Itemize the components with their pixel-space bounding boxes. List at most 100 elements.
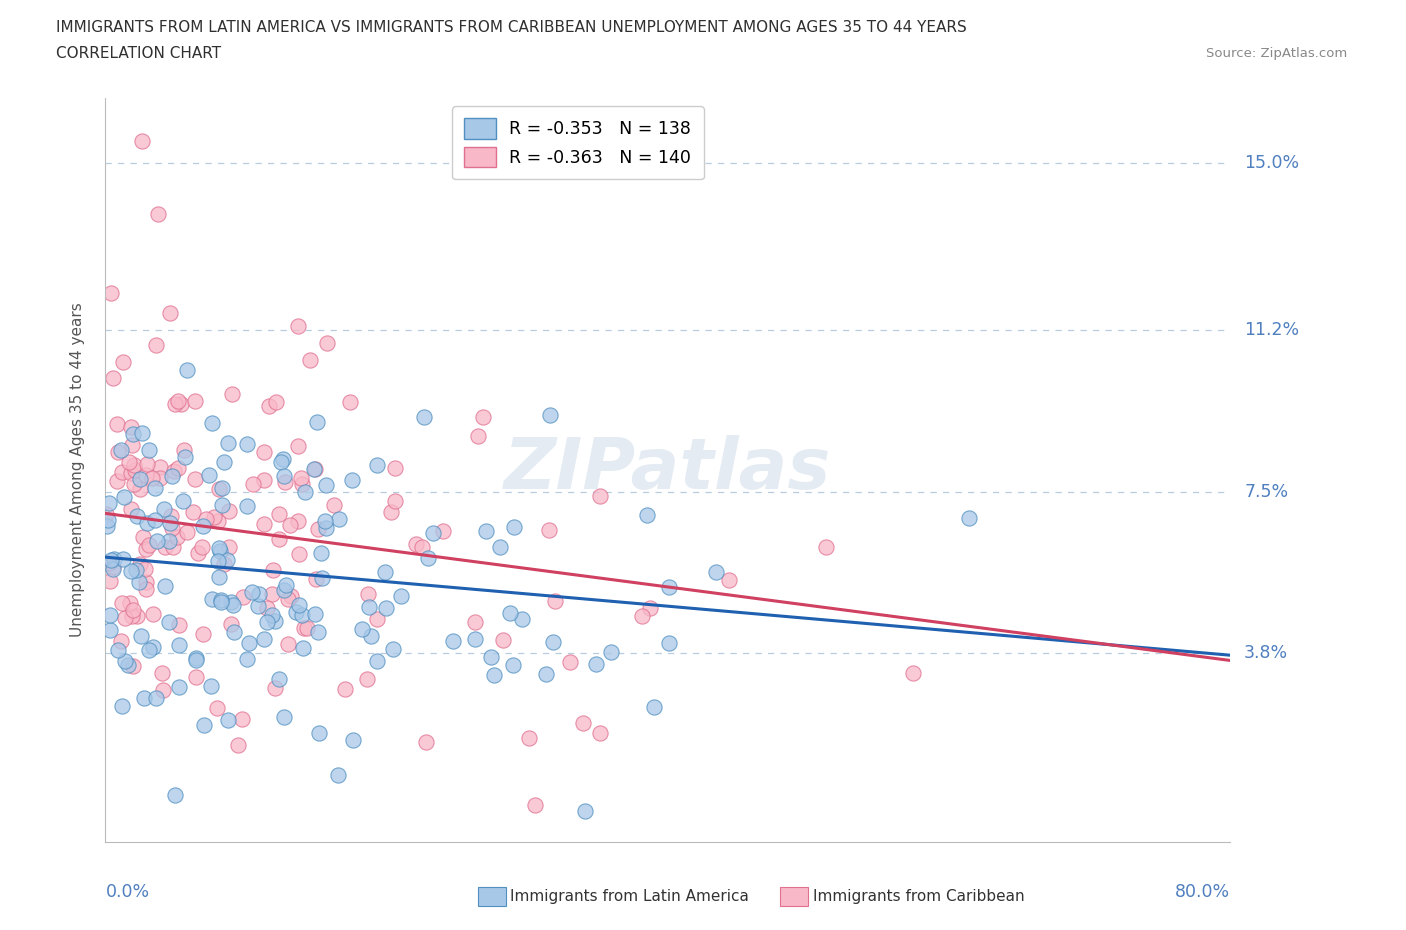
- Point: [138, 643, 160, 658]
- Point: [120, 419, 142, 434]
- Point: [384, 461, 406, 476]
- Point: [280, 589, 302, 604]
- Point: [571, 715, 593, 730]
- Text: Immigrants from Latin America: Immigrants from Latin America: [510, 889, 749, 904]
- Point: [221, 387, 243, 402]
- Point: [311, 570, 333, 585]
- Point: [322, 498, 344, 512]
- Point: [285, 604, 308, 619]
- Point: [103, 552, 125, 567]
- Point: [631, 608, 654, 623]
- Point: [314, 513, 336, 528]
- Point: [184, 670, 207, 684]
- Point: [308, 726, 330, 741]
- Point: [122, 659, 145, 674]
- Point: [638, 601, 661, 616]
- Point: [471, 409, 494, 424]
- Point: [636, 508, 658, 523]
- Point: [101, 370, 124, 385]
- Point: [484, 668, 506, 683]
- Point: [291, 608, 314, 623]
- Point: [262, 563, 284, 578]
- Point: [111, 464, 134, 479]
- Point: [167, 618, 190, 632]
- Point: [384, 493, 406, 508]
- Point: [207, 513, 229, 528]
- Point: [405, 537, 427, 551]
- Point: [149, 471, 172, 485]
- Point: [267, 532, 290, 547]
- Point: [280, 518, 302, 533]
- Point: [558, 655, 581, 670]
- Point: [326, 767, 349, 782]
- Point: [181, 505, 204, 520]
- Point: [125, 609, 148, 624]
- Point: [96, 519, 118, 534]
- Point: [97, 496, 120, 511]
- Point: [121, 603, 143, 618]
- Point: [118, 596, 141, 611]
- Point: [253, 445, 276, 459]
- Point: [366, 612, 388, 627]
- Point: [418, 551, 440, 565]
- Point: [523, 798, 546, 813]
- Point: [295, 620, 318, 635]
- Text: 3.8%: 3.8%: [1244, 644, 1288, 662]
- Point: [717, 573, 740, 588]
- Point: [274, 475, 297, 490]
- Point: [222, 597, 245, 612]
- Point: [198, 467, 221, 482]
- Point: [134, 561, 156, 576]
- Point: [97, 512, 120, 527]
- Point: [236, 498, 259, 513]
- Point: [599, 644, 621, 659]
- Point: [315, 336, 337, 351]
- Point: [155, 539, 177, 554]
- Point: [519, 731, 541, 746]
- Point: [256, 614, 278, 629]
- Point: [236, 436, 259, 451]
- Point: [242, 585, 264, 600]
- Point: [492, 632, 515, 647]
- Point: [374, 565, 396, 579]
- Point: [238, 636, 260, 651]
- Point: [287, 318, 309, 333]
- Point: [135, 542, 157, 557]
- Point: [464, 614, 486, 629]
- Point: [111, 551, 134, 566]
- Point: [356, 671, 378, 686]
- Point: [305, 415, 328, 430]
- Point: [160, 508, 183, 523]
- Point: [131, 425, 153, 440]
- Point: [315, 521, 337, 536]
- Point: [287, 439, 309, 454]
- Point: [413, 409, 436, 424]
- Point: [98, 574, 121, 589]
- Point: [120, 501, 142, 516]
- Text: Source: ZipAtlas.com: Source: ZipAtlas.com: [1206, 46, 1347, 60]
- Point: [366, 654, 388, 669]
- Point: [328, 512, 350, 526]
- Point: [143, 513, 166, 528]
- Point: [211, 498, 233, 512]
- Point: [94, 507, 117, 522]
- Point: [585, 657, 607, 671]
- Point: [382, 641, 405, 656]
- Point: [389, 589, 412, 604]
- Point: [214, 557, 236, 572]
- Point: [112, 354, 135, 369]
- Point: [163, 787, 186, 802]
- Point: [247, 598, 270, 613]
- Point: [292, 620, 315, 635]
- Point: [242, 476, 264, 491]
- Point: [264, 394, 287, 409]
- Point: [643, 699, 665, 714]
- Point: [101, 562, 124, 577]
- Point: [166, 530, 188, 545]
- Point: [212, 454, 235, 469]
- Point: [163, 463, 186, 478]
- Point: [120, 466, 142, 481]
- Point: [205, 701, 228, 716]
- Point: [114, 654, 136, 669]
- Point: [100, 552, 122, 567]
